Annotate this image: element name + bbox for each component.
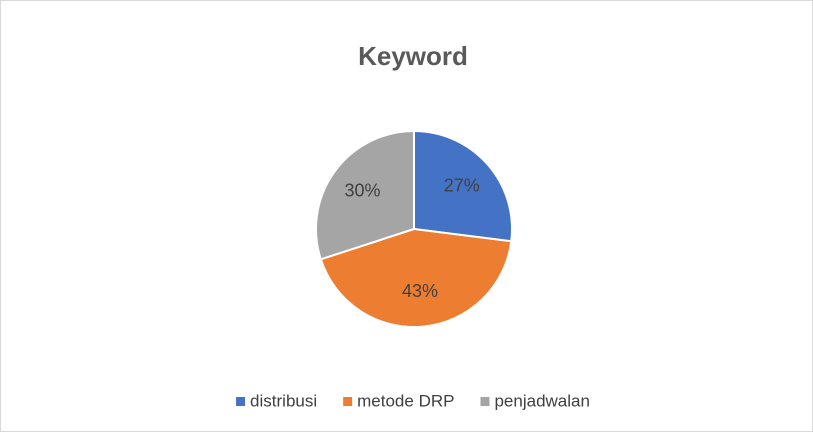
data-label: 43% xyxy=(402,281,438,301)
legend-swatch xyxy=(236,397,246,406)
legend-swatch xyxy=(343,397,353,406)
data-label: 27% xyxy=(444,176,480,196)
legend-swatch xyxy=(480,397,490,406)
pie-slice xyxy=(413,129,513,243)
chart-title: Keyword xyxy=(358,41,468,71)
data-label: 30% xyxy=(344,180,380,200)
legend-label: penjadwalan xyxy=(494,391,589,410)
legend-label: metode DRP xyxy=(357,391,454,410)
pie-slice xyxy=(319,227,513,328)
pie-slice xyxy=(315,129,415,261)
legend-label: distribusi xyxy=(250,391,317,410)
